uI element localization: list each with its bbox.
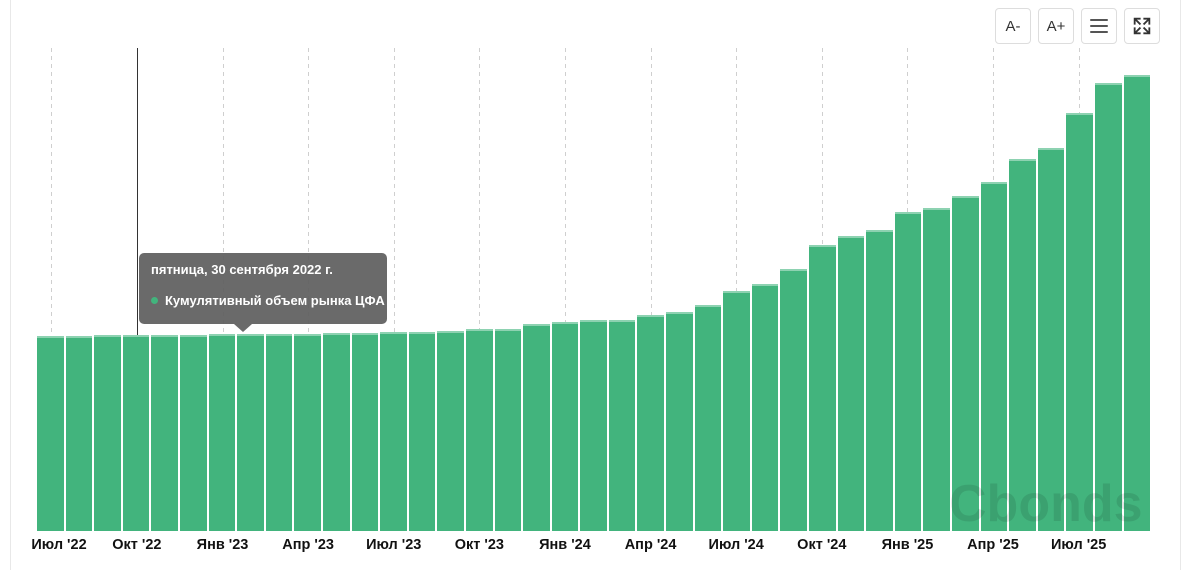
x-axis-label: Июл '25 <box>1051 537 1107 553</box>
bar[interactable] <box>551 321 579 531</box>
bar[interactable] <box>151 334 178 531</box>
bar[interactable] <box>723 291 750 531</box>
x-axis-label: Июл '24 <box>708 537 764 553</box>
bar[interactable] <box>265 333 293 531</box>
gridline <box>564 48 566 531</box>
bar[interactable] <box>237 334 264 531</box>
x-axis-label: Янв '25 <box>881 537 934 553</box>
card-right-border <box>1180 0 1181 570</box>
x-axis-label: Июл '23 <box>366 537 422 553</box>
bar[interactable] <box>894 212 922 531</box>
gridline <box>51 48 53 531</box>
x-axis-label: Янв '23 <box>196 537 249 553</box>
cbonds-watermark: Cbonds <box>949 475 1143 533</box>
x-axis-label: Апр '25 <box>967 537 1019 553</box>
bar[interactable] <box>351 332 379 531</box>
font-increase-button[interactable]: A+ <box>1038 8 1074 44</box>
bar[interactable] <box>923 207 950 531</box>
x-axis-label: Апр '24 <box>624 537 677 553</box>
bar[interactable] <box>809 245 836 531</box>
bar[interactable] <box>523 323 550 531</box>
chart-plot-area: Cbonds <box>37 48 1151 533</box>
bar[interactable] <box>465 329 493 531</box>
x-axis-label: Янв '24 <box>539 537 591 553</box>
bar[interactable] <box>408 331 436 531</box>
bar[interactable] <box>179 334 207 531</box>
bar[interactable] <box>1123 75 1151 531</box>
bar[interactable] <box>1094 82 1122 531</box>
x-axis: Июл '22 Окт '22 Янв '23 Апр '23 Июл '23 Окт '… <box>31 537 1150 559</box>
bar[interactable] <box>751 284 779 531</box>
bar[interactable] <box>322 333 350 531</box>
chart-toolbar: A- A+ <box>995 8 1160 44</box>
bar[interactable] <box>65 335 93 531</box>
bar[interactable] <box>866 230 893 531</box>
gridline <box>393 48 395 531</box>
bar[interactable] <box>1066 113 1093 531</box>
card-left-border <box>10 0 11 570</box>
bar[interactable] <box>666 312 693 531</box>
gridline <box>736 48 738 531</box>
bar[interactable] <box>94 335 121 531</box>
x-axis-label: Апр '23 <box>282 537 334 553</box>
bar[interactable] <box>294 333 321 531</box>
gridline <box>650 48 652 531</box>
bar[interactable] <box>437 331 464 531</box>
tooltip-pointer <box>234 324 252 332</box>
x-axis-label: Окт '24 <box>797 537 847 553</box>
bar[interactable] <box>494 329 522 531</box>
bar[interactable] <box>980 181 1008 531</box>
bar[interactable] <box>1037 147 1065 531</box>
fullscreen-button[interactable] <box>1124 8 1160 44</box>
bar[interactable] <box>122 335 150 531</box>
gridline <box>479 48 481 531</box>
tooltip-series-label: Кумулятивный объем рынка ЦФА <box>165 293 385 309</box>
bar[interactable] <box>608 320 636 531</box>
bar[interactable] <box>637 315 665 531</box>
bar[interactable] <box>208 334 236 531</box>
font-decrease-button[interactable]: A- <box>995 8 1031 44</box>
chart-tooltip: пятница, 30 сентября 2022 г. Кумулятивны… <box>139 253 387 332</box>
bar[interactable] <box>380 332 407 531</box>
bar[interactable] <box>1009 159 1036 531</box>
bar[interactable] <box>580 320 607 531</box>
bar-series <box>37 48 1151 531</box>
chart-menu-button[interactable] <box>1081 8 1117 44</box>
crosshair-line <box>136 48 138 531</box>
tooltip-series-row: Кумулятивный объем рынка ЦФА <box>151 293 385 308</box>
x-axis-label: Окт '22 <box>112 537 162 553</box>
bar[interactable] <box>694 305 722 531</box>
bar[interactable] <box>837 235 865 531</box>
x-axis-label: Окт '23 <box>454 537 504 553</box>
series-marker-icon <box>151 297 158 305</box>
x-axis-label: Июл '22 <box>31 537 87 553</box>
bar[interactable] <box>37 335 64 531</box>
bar[interactable] <box>780 269 808 531</box>
bar[interactable] <box>952 195 979 531</box>
hamburger-icon <box>1090 19 1108 33</box>
fullscreen-icon <box>1133 17 1151 35</box>
tooltip-date: пятница, 30 сентября 2022 г. <box>151 262 333 277</box>
